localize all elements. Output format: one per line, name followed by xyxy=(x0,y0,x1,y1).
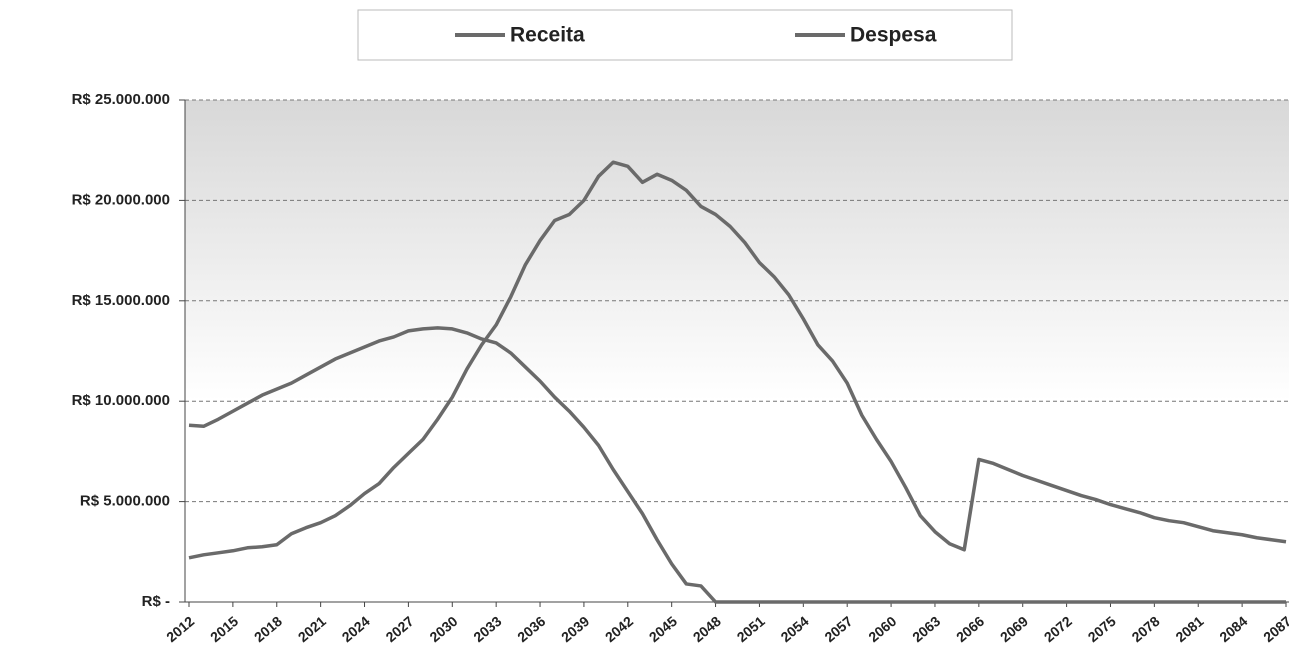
series-line xyxy=(188,160,1287,560)
x-tick-label: 2048 xyxy=(690,613,724,645)
x-tick-label: 2030 xyxy=(426,613,460,645)
x-tick-label: 2036 xyxy=(514,613,548,645)
x-tick-label: 2039 xyxy=(558,613,592,645)
x-tick-label: 2063 xyxy=(909,613,943,645)
y-tick-label: R$ 20.000.000 xyxy=(72,191,170,208)
legend-label: Receita xyxy=(510,24,585,47)
x-tick-label: 2081 xyxy=(1172,613,1206,645)
x-tick-label: 2057 xyxy=(821,613,855,645)
x-tick-label: 2027 xyxy=(383,613,417,645)
x-tick-label: 2012 xyxy=(163,613,197,645)
x-tick-label: 2075 xyxy=(1085,613,1119,645)
x-tick-label: 2051 xyxy=(734,613,768,645)
x-tick-label: 2066 xyxy=(953,613,987,645)
y-tick-label: R$ 25.000.000 xyxy=(72,91,170,108)
x-tick-label: 2018 xyxy=(251,613,285,645)
y-tick-label: R$ 5.000.000 xyxy=(80,493,170,510)
series-line xyxy=(188,326,1286,604)
plot-area xyxy=(185,100,1289,602)
x-tick-label: 2042 xyxy=(602,613,636,645)
x-tick-label: 2033 xyxy=(470,613,504,645)
x-tick-label: 2024 xyxy=(339,613,373,645)
y-tick-label: R$ - xyxy=(142,593,170,610)
x-tick-label: 2087 xyxy=(1260,613,1289,645)
x-tick-label: 2015 xyxy=(207,613,241,645)
x-tick-label: 2054 xyxy=(777,613,811,645)
legend-label: Despesa xyxy=(850,24,937,47)
y-tick-label: R$ 10.000.000 xyxy=(72,392,170,409)
x-tick-label: 2021 xyxy=(295,613,329,645)
x-tick-label: 2078 xyxy=(1129,613,1163,645)
x-tick-label: 2060 xyxy=(865,613,899,645)
x-tick-label: 2084 xyxy=(1216,613,1250,645)
x-tick-label: 2069 xyxy=(997,613,1031,645)
x-tick-label: 2072 xyxy=(1041,613,1075,645)
y-tick-label: R$ 15.000.000 xyxy=(72,292,170,309)
x-tick-label: 2045 xyxy=(646,613,680,645)
